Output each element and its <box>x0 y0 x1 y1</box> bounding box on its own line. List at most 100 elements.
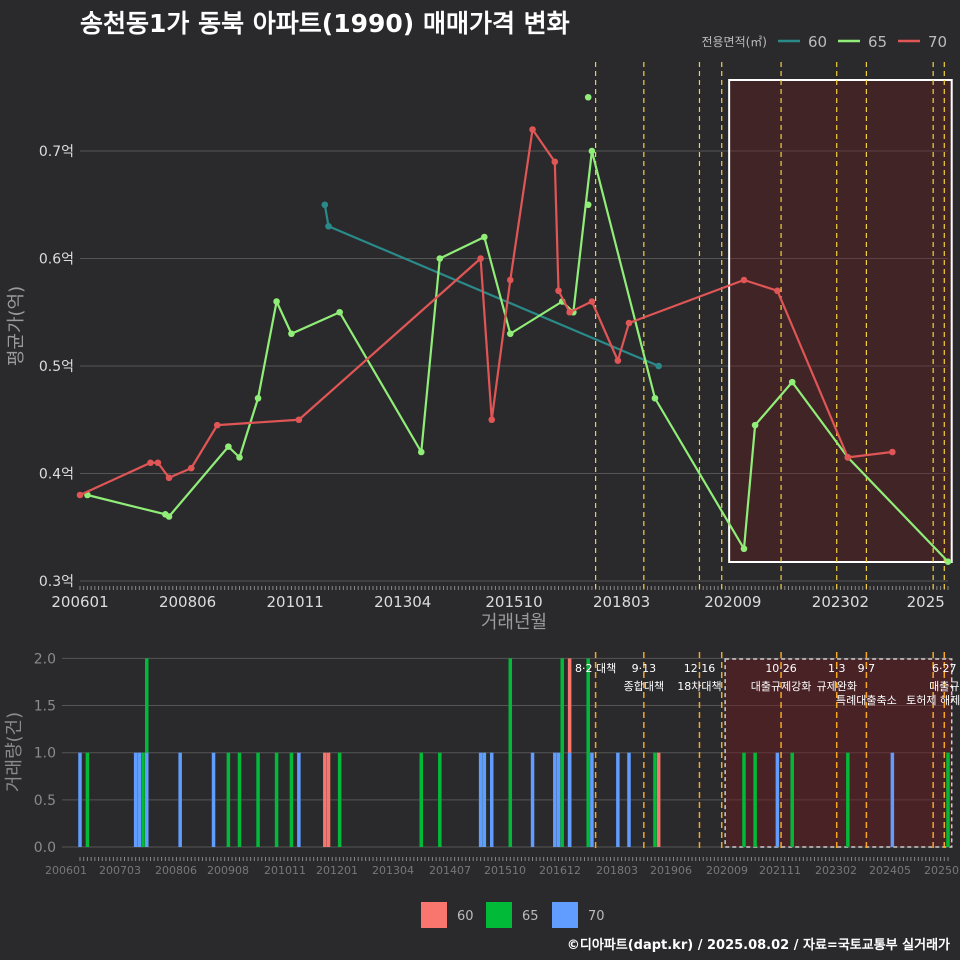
bar-y-axis-title: 거래량(건) <box>4 712 25 792</box>
y-tick-label: 0.6억 <box>39 252 74 268</box>
bar-legend-swatch-65 <box>486 902 512 928</box>
data-point-70 <box>506 276 514 284</box>
x-tick-label: 201510 <box>485 593 542 611</box>
data-point-70 <box>295 416 303 424</box>
bar-65 <box>946 752 950 847</box>
data-point-65 <box>417 448 425 456</box>
bar-70 <box>775 752 780 847</box>
policy-label: 1·3 <box>828 662 846 675</box>
data-point-60 <box>321 201 329 209</box>
bar-x-tick-label: 202111 <box>759 864 801 877</box>
data-point-70 <box>154 459 162 467</box>
bar-70 <box>478 752 483 847</box>
data-point-70 <box>165 474 173 482</box>
policy-label-2: 대출규제강화 <box>751 680 812 693</box>
policy-label: 6·27 <box>932 662 957 675</box>
bar-65 <box>560 658 564 847</box>
data-point-65 <box>288 330 295 338</box>
bar-legend-swatch-60 <box>421 902 447 928</box>
bar-x-tick-label: 200806 <box>155 864 197 877</box>
policy-label: 9·7 <box>858 662 876 675</box>
y-tick-label: 0.7억 <box>39 144 74 160</box>
bar-x-tick-label: 200703 <box>99 864 141 877</box>
bar-highlight-box <box>724 658 953 848</box>
bar-x-tick-label: 201803 <box>596 864 638 877</box>
bar-legend-swatch-70 <box>552 902 578 928</box>
policy-label: 12·16 <box>684 662 716 675</box>
policy-label-2: 토허제 해제 <box>906 693 960 707</box>
data-point-70 <box>555 287 562 295</box>
data-point-65 <box>788 378 796 386</box>
bar-y-tick-label: 1.5 <box>34 699 56 715</box>
series-line-65 <box>87 149 949 563</box>
bar-65 <box>790 752 794 847</box>
bar-65 <box>419 752 424 847</box>
bar-70 <box>145 752 149 847</box>
policy-label-2: 대출규 <box>929 680 959 693</box>
data-point-70 <box>588 298 596 305</box>
bar-70 <box>211 752 216 847</box>
bar-x-tick-label: 200601 <box>45 864 87 877</box>
bar-x-tick-label: 201304 <box>372 864 414 877</box>
bar-70 <box>482 752 487 847</box>
data-point-65 <box>584 201 592 209</box>
bar-y-tick-label: 2.0 <box>34 651 56 667</box>
y-axis-title: 평균가(억) <box>6 286 27 366</box>
bar-70 <box>78 752 82 847</box>
data-point-65 <box>944 558 952 565</box>
bar-x-tick-label: 202302 <box>815 864 857 877</box>
x-axis-title: 거래년월 <box>481 612 547 633</box>
x-tick-label: 202302 <box>812 593 869 611</box>
bar-65 <box>337 752 342 847</box>
policy-label: 10·26 <box>765 662 797 675</box>
data-point-65 <box>436 255 444 262</box>
bar-60 <box>656 752 661 847</box>
policy-label-2: 종합대책 <box>624 680 664 693</box>
legend-label-65: 65 <box>868 33 887 51</box>
bar-65 <box>846 752 850 847</box>
bar-65 <box>586 658 590 847</box>
data-point-70 <box>76 491 84 499</box>
bar-65 <box>226 752 231 847</box>
data-point-65 <box>254 394 262 402</box>
data-point-65 <box>225 443 232 450</box>
data-point-70 <box>187 464 195 472</box>
bar-65 <box>256 752 260 847</box>
x-tick-label: 201304 <box>374 593 431 611</box>
bar-legend-label-60: 60 <box>457 909 474 924</box>
data-point-65 <box>751 421 759 429</box>
bar-65 <box>141 752 145 847</box>
bar-x-tick-label: 201011 <box>264 864 306 877</box>
x-tick-label: 201803 <box>593 593 650 611</box>
bar-x-tick-label: 200908 <box>207 864 249 877</box>
data-point-70 <box>774 287 781 295</box>
bar-60 <box>326 752 331 847</box>
y-tick-label: 0.4억 <box>39 467 74 483</box>
x-tick-label: 202009 <box>704 593 761 611</box>
bar-70 <box>133 752 138 847</box>
bar-y-tick-label: 1.0 <box>34 746 56 762</box>
data-point-70 <box>740 276 748 284</box>
data-point-70 <box>625 319 633 327</box>
data-point-65 <box>336 308 343 316</box>
bar-x-tick-label: 201612 <box>539 864 581 877</box>
data-point-65 <box>651 394 659 402</box>
data-point-60 <box>655 362 662 370</box>
bar-x-tick-label: 201407 <box>429 864 471 877</box>
policy-label-2: 18차대책 <box>677 680 721 693</box>
data-point-65 <box>588 147 596 155</box>
bar-65 <box>653 752 657 847</box>
legend-label-70: 70 <box>928 33 947 51</box>
y-tick-label: 0.3억 <box>39 574 74 590</box>
bar-x-tick-label: 202507 <box>924 864 960 877</box>
bar-x-tick-label: 202405 <box>869 864 911 877</box>
bar-65 <box>237 752 242 847</box>
bar-70 <box>297 752 301 847</box>
policy-label-2: 특례대출축소 <box>836 694 897 707</box>
source-credit: ©디아파트(dapt.kr) / 2025.08.02 / 자료=국토교통부 실… <box>566 938 950 953</box>
bar-70 <box>137 752 142 847</box>
data-point-70 <box>566 308 573 316</box>
data-point-70 <box>147 459 154 467</box>
x-tick-label: 2025 <box>907 593 945 611</box>
